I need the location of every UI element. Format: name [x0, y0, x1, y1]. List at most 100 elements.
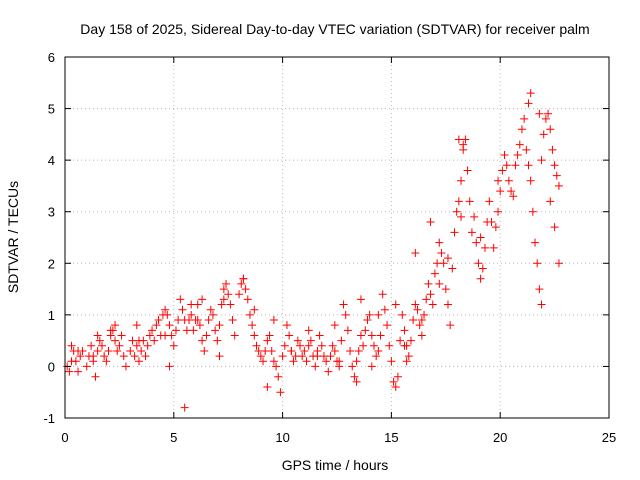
- data-point: [439, 259, 448, 268]
- data-point: [367, 362, 376, 371]
- data-point: [296, 341, 305, 350]
- data-point: [150, 336, 159, 345]
- data-point: [145, 331, 154, 340]
- data-point: [487, 218, 496, 227]
- data-point: [552, 171, 561, 180]
- data-point: [430, 269, 439, 278]
- data-point: [65, 367, 74, 376]
- data-point: [391, 383, 400, 392]
- data-point: [411, 248, 420, 257]
- data-point: [243, 295, 252, 304]
- data-point: [148, 326, 157, 335]
- data-point: [178, 305, 187, 314]
- data-point: [485, 197, 494, 206]
- data-point: [339, 300, 348, 309]
- data-point: [500, 150, 509, 159]
- data-point: [217, 300, 226, 309]
- data-point: [252, 341, 261, 350]
- data-point: [93, 346, 102, 355]
- data-point: [550, 223, 559, 232]
- data-point: [448, 264, 457, 273]
- data-point: [171, 326, 180, 335]
- data-point: [304, 326, 313, 335]
- data-point: [452, 207, 461, 216]
- x-tick-label: 0: [61, 430, 68, 445]
- data-point: [535, 285, 544, 294]
- data-point: [272, 362, 281, 371]
- data-point: [228, 316, 237, 325]
- data-point: [204, 316, 213, 325]
- data-point: [195, 321, 204, 330]
- data-point: [400, 341, 409, 350]
- data-point: [404, 352, 413, 361]
- data-point: [541, 114, 550, 123]
- data-point: [391, 300, 400, 309]
- data-point: [276, 388, 285, 397]
- data-point: [132, 321, 141, 330]
- data-point: [513, 150, 522, 159]
- data-point: [352, 357, 361, 366]
- data-point: [298, 352, 307, 361]
- data-point: [317, 341, 326, 350]
- data-point: [402, 357, 411, 366]
- data-point: [415, 321, 424, 330]
- data-point: [550, 161, 559, 170]
- data-point: [459, 140, 468, 149]
- data-point: [282, 321, 291, 330]
- data-point: [374, 310, 383, 319]
- data-point: [193, 316, 202, 325]
- data-point: [163, 310, 172, 319]
- data-point: [385, 341, 394, 350]
- data-point: [544, 109, 553, 118]
- data-point: [474, 259, 483, 268]
- data-point: [95, 336, 104, 345]
- x-tick-label: 25: [602, 430, 616, 445]
- data-point: [374, 346, 383, 355]
- data-point: [356, 295, 365, 304]
- data-point: [413, 305, 422, 314]
- data-point: [437, 248, 446, 257]
- data-point: [250, 331, 259, 340]
- data-point: [435, 238, 444, 247]
- data-point: [302, 357, 311, 366]
- data-point: [300, 346, 309, 355]
- x-tick-label: 20: [493, 430, 507, 445]
- data-point: [161, 331, 170, 340]
- data-point: [326, 352, 335, 361]
- data-point: [104, 346, 113, 355]
- data-point: [389, 377, 398, 386]
- data-series-sdtvar: [63, 89, 563, 412]
- data-point: [111, 321, 120, 330]
- data-point: [67, 341, 76, 350]
- data-point: [520, 114, 529, 123]
- data-point: [119, 352, 128, 361]
- data-point: [71, 357, 80, 366]
- data-point: [546, 197, 555, 206]
- data-point: [330, 321, 339, 330]
- data-point: [245, 310, 254, 319]
- data-point: [280, 341, 289, 350]
- data-point: [504, 176, 513, 185]
- data-point: [315, 331, 324, 340]
- data-point: [165, 362, 174, 371]
- axis-ticks: [64, 56, 610, 419]
- data-point: [494, 176, 503, 185]
- data-point: [352, 377, 361, 386]
- y-tick-label: 0: [48, 359, 55, 374]
- data-point: [176, 295, 185, 304]
- data-point: [380, 305, 389, 314]
- data-point: [324, 367, 333, 376]
- data-point: [269, 316, 278, 325]
- data-point: [517, 125, 526, 134]
- data-point: [206, 305, 215, 314]
- data-point: [187, 310, 196, 319]
- data-point: [524, 161, 533, 170]
- data-point: [313, 352, 322, 361]
- data-point: [306, 336, 315, 345]
- data-point: [263, 383, 272, 392]
- data-point: [359, 341, 368, 350]
- data-point: [130, 352, 139, 361]
- data-point: [219, 285, 228, 294]
- data-point: [219, 295, 228, 304]
- data-point: [230, 331, 239, 340]
